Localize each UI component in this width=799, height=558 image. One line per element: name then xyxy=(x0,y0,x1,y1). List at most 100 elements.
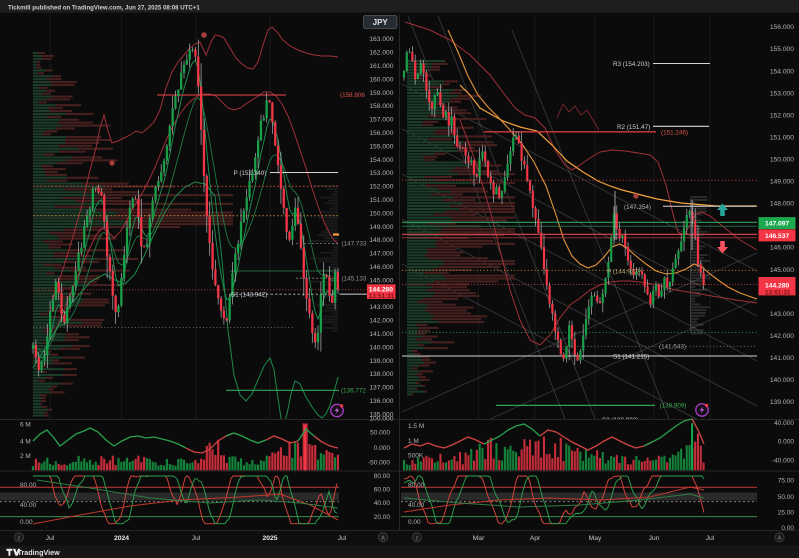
svg-text:155.000: 155.000 xyxy=(770,46,794,53)
svg-text:20.00: 20.00 xyxy=(374,514,391,521)
svg-text:A: A xyxy=(381,536,385,542)
svg-text:(136.772: (136.772 xyxy=(341,388,366,395)
svg-text:136.000: 136.000 xyxy=(369,398,393,405)
svg-text:(138.909): (138.909) xyxy=(660,403,687,410)
svg-text:40.00: 40.00 xyxy=(374,500,391,507)
svg-text:2 M: 2 M xyxy=(20,453,31,460)
svg-text:153.000: 153.000 xyxy=(369,170,393,177)
svg-text:80.00: 80.00 xyxy=(20,482,37,489)
svg-text:142.000: 142.000 xyxy=(369,318,393,325)
svg-text:2024: 2024 xyxy=(114,535,129,542)
svg-text:0.00: 0.00 xyxy=(20,519,33,526)
svg-text:161.000: 161.000 xyxy=(369,63,393,70)
svg-text:0.00: 0.00 xyxy=(781,525,794,532)
svg-text:149.000: 149.000 xyxy=(369,224,393,231)
svg-text:80.00: 80.00 xyxy=(374,473,391,480)
svg-text:(141.543): (141.543) xyxy=(659,344,686,351)
svg-text:0.00: 0.00 xyxy=(408,519,421,526)
svg-text:60.00: 60.00 xyxy=(374,487,391,494)
svg-text:Jul: Jul xyxy=(192,535,201,542)
svg-text:144.280: 144.280 xyxy=(369,287,393,294)
svg-text:Apr: Apr xyxy=(530,535,541,542)
svg-text:40.000: 40.000 xyxy=(774,420,794,427)
svg-text:4 M: 4 M xyxy=(20,438,31,445)
svg-text:S1 (143.942): S1 (143.942) xyxy=(231,292,267,299)
svg-text:152.000: 152.000 xyxy=(369,184,393,191)
svg-text:139.000: 139.000 xyxy=(770,399,794,406)
svg-text:P (152.340): P (152.340) xyxy=(234,170,267,177)
svg-text:(151.246): (151.246) xyxy=(661,130,688,137)
svg-text:143.000: 143.000 xyxy=(770,311,794,318)
svg-text:0.000: 0.000 xyxy=(778,439,795,446)
svg-text:148.000: 148.000 xyxy=(770,201,794,208)
svg-text:148.000: 148.000 xyxy=(369,237,393,244)
svg-text:Tickmill published on TradingV: Tickmill published on TradingView.com, J… xyxy=(8,5,200,12)
svg-text:159.000: 159.000 xyxy=(369,90,393,97)
svg-text:150.000: 150.000 xyxy=(369,210,393,217)
svg-text:1 M: 1 M xyxy=(408,438,419,445)
svg-text:147.097: 147.097 xyxy=(765,221,789,228)
svg-text:75.00: 75.00 xyxy=(778,478,795,485)
svg-text:163.000: 163.000 xyxy=(369,36,393,43)
svg-text:151.000: 151.000 xyxy=(770,135,794,142)
svg-text:R3 (154.203): R3 (154.203) xyxy=(613,61,650,68)
svg-text:135.000: 135.000 xyxy=(369,411,393,418)
svg-text:-40.000: -40.000 xyxy=(772,458,794,465)
svg-text:146.537: 146.537 xyxy=(765,233,789,240)
svg-text:6 M: 6 M xyxy=(20,422,31,429)
svg-text:2025: 2025 xyxy=(262,535,277,542)
svg-text:S1 (141.215): S1 (141.215) xyxy=(613,353,649,360)
svg-text:(147.354): (147.354) xyxy=(624,204,651,211)
svg-text:13:51:31: 13:51:31 xyxy=(369,293,395,300)
svg-text:Jul: Jul xyxy=(46,535,55,542)
svg-text:154.000: 154.000 xyxy=(770,68,794,75)
svg-text:40.00: 40.00 xyxy=(20,502,37,509)
svg-text:(158.806: (158.806 xyxy=(340,92,365,99)
svg-text:145.000: 145.000 xyxy=(770,267,794,274)
svg-text:May: May xyxy=(589,535,602,542)
svg-text:145.000: 145.000 xyxy=(369,277,393,284)
svg-text:152.000: 152.000 xyxy=(770,112,794,119)
svg-text:140.000: 140.000 xyxy=(770,377,794,384)
svg-text:154.000: 154.000 xyxy=(369,157,393,164)
svg-text:P (144.923): P (144.923) xyxy=(607,268,640,275)
svg-text:141.000: 141.000 xyxy=(770,355,794,362)
svg-text:-50.000: -50.000 xyxy=(368,460,390,467)
svg-text:40.00: 40.00 xyxy=(408,502,425,509)
svg-text:Jul: Jul xyxy=(338,535,347,542)
svg-text:143.000: 143.000 xyxy=(369,304,393,311)
svg-text:160.000: 160.000 xyxy=(369,76,393,83)
svg-text:156.000: 156.000 xyxy=(369,130,393,137)
svg-text:137.000: 137.000 xyxy=(369,385,393,392)
svg-text:Mar: Mar xyxy=(473,535,485,542)
svg-text:146.000: 146.000 xyxy=(369,264,393,271)
svg-text:25.00: 25.00 xyxy=(778,510,795,517)
svg-text:138.000: 138.000 xyxy=(369,371,393,378)
svg-text:z: z xyxy=(18,536,21,542)
svg-text:A: A xyxy=(778,536,782,542)
svg-text:140.000: 140.000 xyxy=(369,344,393,351)
svg-text:500K: 500K xyxy=(408,453,424,460)
svg-text:156.000: 156.000 xyxy=(770,24,794,31)
svg-text:TradingView: TradingView xyxy=(18,548,61,557)
svg-text:80.00: 80.00 xyxy=(408,482,425,489)
svg-text:158.000: 158.000 xyxy=(369,103,393,110)
svg-text:139.000: 139.000 xyxy=(369,358,393,365)
svg-text:146.000: 146.000 xyxy=(770,245,794,252)
svg-text:JPY: JPY xyxy=(373,18,389,27)
svg-text:13:51:31: 13:51:31 xyxy=(765,290,791,297)
svg-text:149.000: 149.000 xyxy=(770,179,794,186)
svg-text:141.000: 141.000 xyxy=(369,331,393,338)
svg-text:Jul: Jul xyxy=(706,535,715,542)
svg-text:1.5 M: 1.5 M xyxy=(408,423,424,430)
svg-text:144.280: 144.280 xyxy=(765,283,789,290)
svg-text:157.000: 157.000 xyxy=(369,117,393,124)
svg-text:0.000: 0.000 xyxy=(374,445,391,452)
svg-text:155.000: 155.000 xyxy=(369,143,393,150)
svg-text:147.000: 147.000 xyxy=(369,251,393,258)
svg-text:50.00: 50.00 xyxy=(778,494,795,501)
svg-text:(147.733: (147.733 xyxy=(342,241,367,248)
svg-text:153.000: 153.000 xyxy=(770,90,794,97)
svg-text:162.000: 162.000 xyxy=(369,50,393,57)
svg-text:(145.133: (145.133 xyxy=(342,275,367,282)
